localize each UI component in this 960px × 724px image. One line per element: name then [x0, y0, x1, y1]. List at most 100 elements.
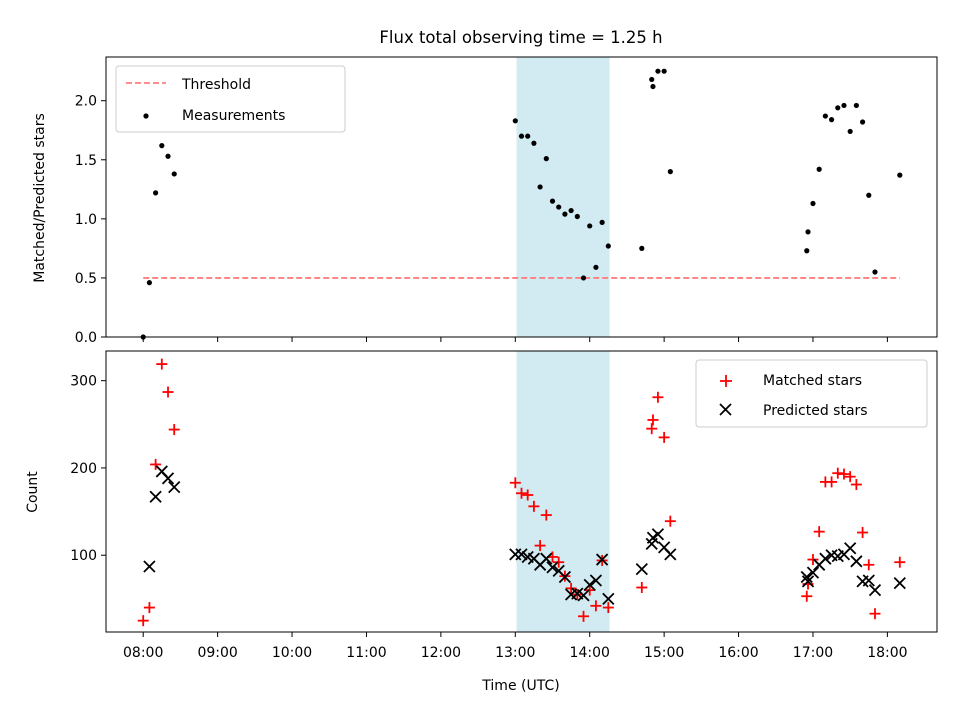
- matched-star-marker: [584, 584, 596, 596]
- measurement-point: [556, 204, 562, 210]
- measurement-point: [822, 113, 828, 119]
- top-legend: Threshold Measurements: [115, 65, 346, 133]
- x-tick-label: 18:00: [867, 645, 907, 661]
- matched-star-marker: [540, 509, 552, 521]
- bottom-panel: 100 200 300 08:00 09:00 10:00 11:00 12:00 13:00…: [25, 350, 938, 694]
- matched-star-marker: [528, 500, 540, 512]
- matched-star-marker: [150, 458, 162, 470]
- predicted-star-marker: [589, 574, 603, 587]
- predicted-star-marker: [583, 578, 596, 592]
- x-tick-label: 17:00: [793, 645, 833, 661]
- measurement-point: [599, 219, 605, 226]
- measurement-point: [159, 143, 165, 149]
- measurement-point: [805, 229, 811, 235]
- measurement-point: [661, 68, 667, 74]
- measurement-point: [667, 168, 673, 175]
- legend-measurements-label: Measurements: [182, 108, 285, 124]
- measurement-point: [593, 264, 599, 270]
- legend-threshold-label: Threshold: [181, 77, 251, 93]
- bottom-y-ticks: 100 200 300: [70, 374, 106, 564]
- measurement-point: [525, 133, 531, 139]
- legend-predicted-label: Predicted stars: [763, 403, 868, 419]
- measurement-point: [531, 140, 537, 146]
- measurement-point: [816, 166, 822, 172]
- measurement-point: [859, 119, 866, 125]
- y-tick-label: 1.5: [75, 153, 97, 169]
- matched-star-marker: [553, 556, 565, 568]
- matched-star-marker: [156, 358, 168, 370]
- measurement-point: [146, 280, 153, 286]
- matched-star-marker: [636, 581, 648, 593]
- predicted-star-marker: [862, 574, 875, 587]
- top-y-axis-label: Matched/Predicted stars: [32, 113, 48, 283]
- star-count-points: [137, 358, 906, 627]
- matched-star-marker: [894, 556, 906, 568]
- measurement-point: [804, 248, 810, 254]
- y-tick-label: 100: [70, 548, 97, 564]
- measurement-point: [574, 213, 580, 220]
- matched-star-marker: [652, 391, 664, 403]
- measurement-point: [543, 156, 549, 162]
- measurement-point: [841, 102, 847, 109]
- measurement-point: [897, 172, 903, 178]
- matched-star-marker: [807, 554, 819, 566]
- bottom-y-axis-label: Count: [25, 471, 41, 513]
- predicted-star-marker: [850, 555, 863, 568]
- matched-star-marker: [826, 476, 838, 488]
- matched-star-marker: [869, 608, 881, 620]
- measurement-point: [518, 133, 525, 139]
- measurement-point: [165, 153, 171, 159]
- predicted-star-marker: [800, 570, 813, 584]
- top-shaded-region: [516, 57, 610, 337]
- top-x-ticks: [142, 337, 888, 342]
- measurement-point: [828, 117, 835, 123]
- measurement-point: [835, 105, 841, 111]
- x-tick-label: 13:00: [495, 645, 535, 661]
- x-tick-label: 09:00: [197, 645, 237, 661]
- predicted-star-marker: [801, 575, 815, 588]
- x-tick-label: 16:00: [718, 645, 758, 661]
- matched-star-marker: [602, 602, 614, 614]
- matched-star-marker: [838, 468, 850, 480]
- y-tick-label: 0.5: [75, 271, 97, 287]
- measurement-point: [639, 245, 645, 251]
- measurement-point: [587, 223, 593, 229]
- legend-measurements-swatch: [143, 113, 149, 119]
- matched-star-marker: [813, 526, 825, 538]
- measurement-point: [568, 207, 574, 214]
- matched-star-marker: [646, 423, 658, 435]
- predicted-star-marker: [651, 528, 665, 541]
- measurement-point: [171, 171, 177, 177]
- measurement-point: [866, 192, 872, 198]
- bottom-shaded-region: [516, 351, 610, 632]
- matched-star-marker: [664, 515, 676, 527]
- top-axes-frame: [105, 56, 938, 338]
- x-tick-label: 12:00: [421, 645, 461, 661]
- predicted-star-marker: [664, 548, 677, 561]
- y-tick-label: 300: [70, 374, 97, 390]
- predicted-star-marker: [161, 472, 175, 485]
- measurement-point: [153, 190, 159, 196]
- x-tick-label: 08:00: [123, 645, 163, 661]
- matched-star-marker: [509, 477, 521, 489]
- matched-star-marker: [850, 479, 862, 491]
- predicted-star-marker: [635, 563, 648, 576]
- bottom-legend: Matched stars Predicted stars: [695, 359, 928, 428]
- matched-star-marker: [857, 527, 869, 539]
- matched-star-marker: [647, 414, 659, 426]
- bottom-axes-frame: [105, 350, 938, 633]
- predicted-star-marker: [595, 553, 609, 566]
- matched-star-marker: [522, 489, 534, 501]
- predicted-star-marker: [149, 490, 162, 503]
- predicted-star-marker: [558, 570, 572, 584]
- predicted-star-marker: [844, 542, 857, 555]
- matched-star-marker: [578, 610, 590, 622]
- predicted-star-marker: [143, 560, 156, 573]
- matched-star-marker: [168, 424, 180, 436]
- measurement-point: [655, 68, 661, 74]
- bottom-x-ticks: 08:00 09:00 10:00 11:00 12:00 13:00 14:00 15:00…: [123, 632, 908, 661]
- predicted-star-marker: [602, 592, 615, 605]
- predicted-star-marker: [540, 552, 553, 565]
- predicted-star-marker: [819, 552, 832, 565]
